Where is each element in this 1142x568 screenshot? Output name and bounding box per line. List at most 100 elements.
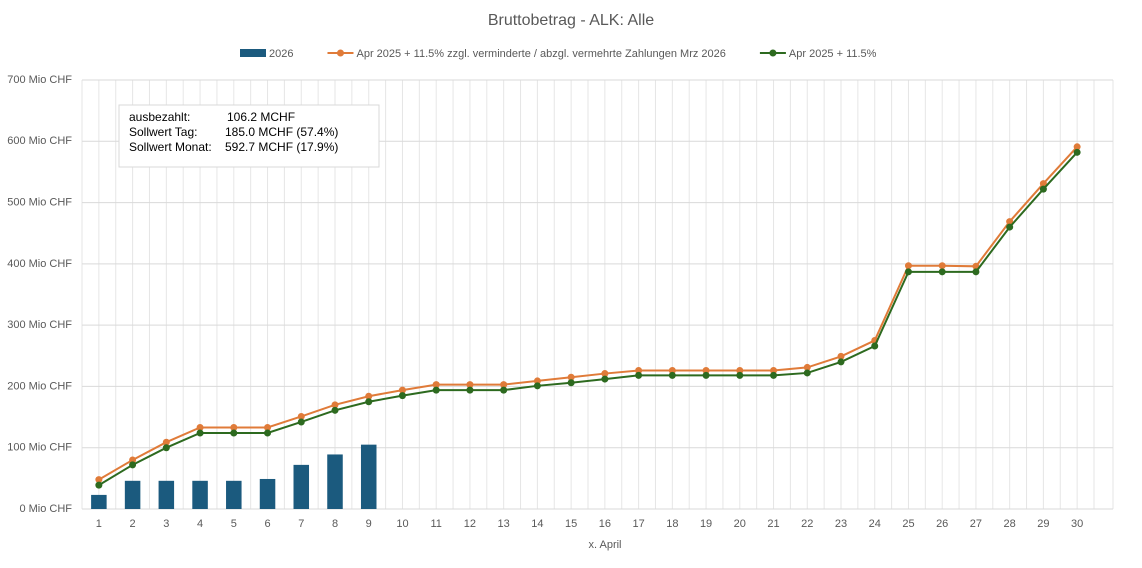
bar xyxy=(360,444,377,509)
x-tick-label: 15 xyxy=(565,518,577,530)
line-marker xyxy=(466,386,474,394)
line-marker xyxy=(500,381,508,389)
line-marker xyxy=(938,268,946,276)
x-tick-label: 18 xyxy=(666,518,678,530)
x-tick-label: 3 xyxy=(163,518,169,530)
line-marker xyxy=(803,363,811,371)
bar xyxy=(91,494,107,509)
line-marker xyxy=(871,342,879,350)
x-tick-label: 16 xyxy=(599,518,611,530)
line-marker xyxy=(635,371,643,379)
line-marker xyxy=(533,377,541,385)
legend-marker xyxy=(336,49,344,57)
legend: 2026 Apr 2025 + 11.5% zzgl. verminderte /… xyxy=(240,48,877,60)
x-tick-label: 19 xyxy=(700,518,712,530)
x-tick-label: 2 xyxy=(130,518,136,530)
line-marker xyxy=(770,366,778,374)
x-tick-label: 29 xyxy=(1037,518,1049,530)
x-tick-label: 22 xyxy=(801,518,813,530)
line-marker xyxy=(668,366,676,374)
legend-marker xyxy=(769,49,777,57)
annotation-value: 592.7 MCHF (17.9%) xyxy=(225,140,338,154)
x-tick-label: 28 xyxy=(1004,518,1016,530)
x-axis-title: x. April xyxy=(588,539,621,551)
line-marker xyxy=(398,392,406,400)
line-marker xyxy=(1039,180,1047,188)
x-tick-label: 10 xyxy=(396,518,408,530)
y-tick-label: 200 Mio CHF xyxy=(7,380,72,392)
line-marker xyxy=(466,381,474,389)
line-marker xyxy=(567,373,575,381)
bar xyxy=(192,480,208,509)
y-tick-label: 100 Mio CHF xyxy=(7,442,72,454)
line-marker xyxy=(635,366,643,374)
annotation-label: ausbezahlt: xyxy=(129,110,190,124)
legend-swatch xyxy=(240,49,266,57)
x-tick-label: 7 xyxy=(298,518,304,530)
line-marker xyxy=(432,386,440,394)
line-marker xyxy=(264,423,272,431)
bar xyxy=(259,478,276,509)
legend-label: Apr 2025 + 11.5% zzgl. verminderte / abz… xyxy=(356,48,725,60)
line-marker xyxy=(803,369,811,377)
y-tick-label: 0 Mio CHF xyxy=(19,503,72,515)
line-marker xyxy=(837,358,845,366)
x-tick-label: 23 xyxy=(835,518,847,530)
annotation-value: 185.0 MCHF (57.4%) xyxy=(225,125,338,139)
line-marker xyxy=(129,456,137,464)
bar xyxy=(226,480,242,509)
line-marker xyxy=(230,429,238,437)
line-marker xyxy=(770,371,778,379)
legend-label: 2026 xyxy=(269,48,293,60)
legend-item: 2026 xyxy=(240,48,293,60)
line-marker xyxy=(567,379,575,387)
line-marker xyxy=(601,375,609,383)
x-tick-label: 17 xyxy=(632,518,644,530)
bar xyxy=(293,464,310,509)
line-marker xyxy=(398,386,406,394)
chart-title: Bruttobetrag - ALK: Alle xyxy=(488,12,654,29)
line-marker xyxy=(702,371,710,379)
line-marker xyxy=(331,401,339,409)
x-tick-label: 8 xyxy=(332,518,338,530)
x-tick-label: 14 xyxy=(531,518,543,530)
line-marker xyxy=(297,412,305,420)
y-tick-label: 600 Mio CHF xyxy=(7,135,72,147)
line-marker xyxy=(533,382,541,390)
x-tick-label: 6 xyxy=(264,518,270,530)
x-tick-label: 20 xyxy=(734,518,746,530)
line-marker xyxy=(95,476,103,484)
line-marker xyxy=(230,423,238,431)
line-marker xyxy=(668,371,676,379)
line-marker xyxy=(500,386,508,394)
x-tick-label: 30 xyxy=(1071,518,1083,530)
line-marker xyxy=(264,429,272,437)
line-marker xyxy=(837,352,845,360)
line-marker xyxy=(1006,223,1014,231)
x-tick-label: 5 xyxy=(231,518,237,530)
y-tick-label: 400 Mio CHF xyxy=(7,258,72,270)
x-tick-label: 21 xyxy=(767,518,779,530)
line-marker xyxy=(1073,143,1081,151)
line-marker xyxy=(129,461,137,469)
line xyxy=(98,146,1078,481)
line-marker xyxy=(95,481,103,489)
x-tick-label: 26 xyxy=(936,518,948,530)
x-tick-label: 24 xyxy=(869,518,881,530)
y-tick-label: 700 Mio CHF xyxy=(7,74,72,86)
line-marker xyxy=(196,423,204,431)
x-tick-label: 13 xyxy=(498,518,510,530)
line-marker xyxy=(904,268,912,276)
bar xyxy=(327,454,343,509)
x-tick-label: 1 xyxy=(96,518,102,530)
annotation-value: 106.2 MCHF xyxy=(227,110,295,124)
x-tick-label: 12 xyxy=(464,518,476,530)
line-marker xyxy=(365,392,373,400)
bar xyxy=(158,480,175,509)
bar xyxy=(124,480,141,509)
line-marker xyxy=(1073,148,1081,156)
x-tick-label: 27 xyxy=(970,518,982,530)
line-marker xyxy=(162,444,170,452)
x-tick-label: 25 xyxy=(902,518,914,530)
